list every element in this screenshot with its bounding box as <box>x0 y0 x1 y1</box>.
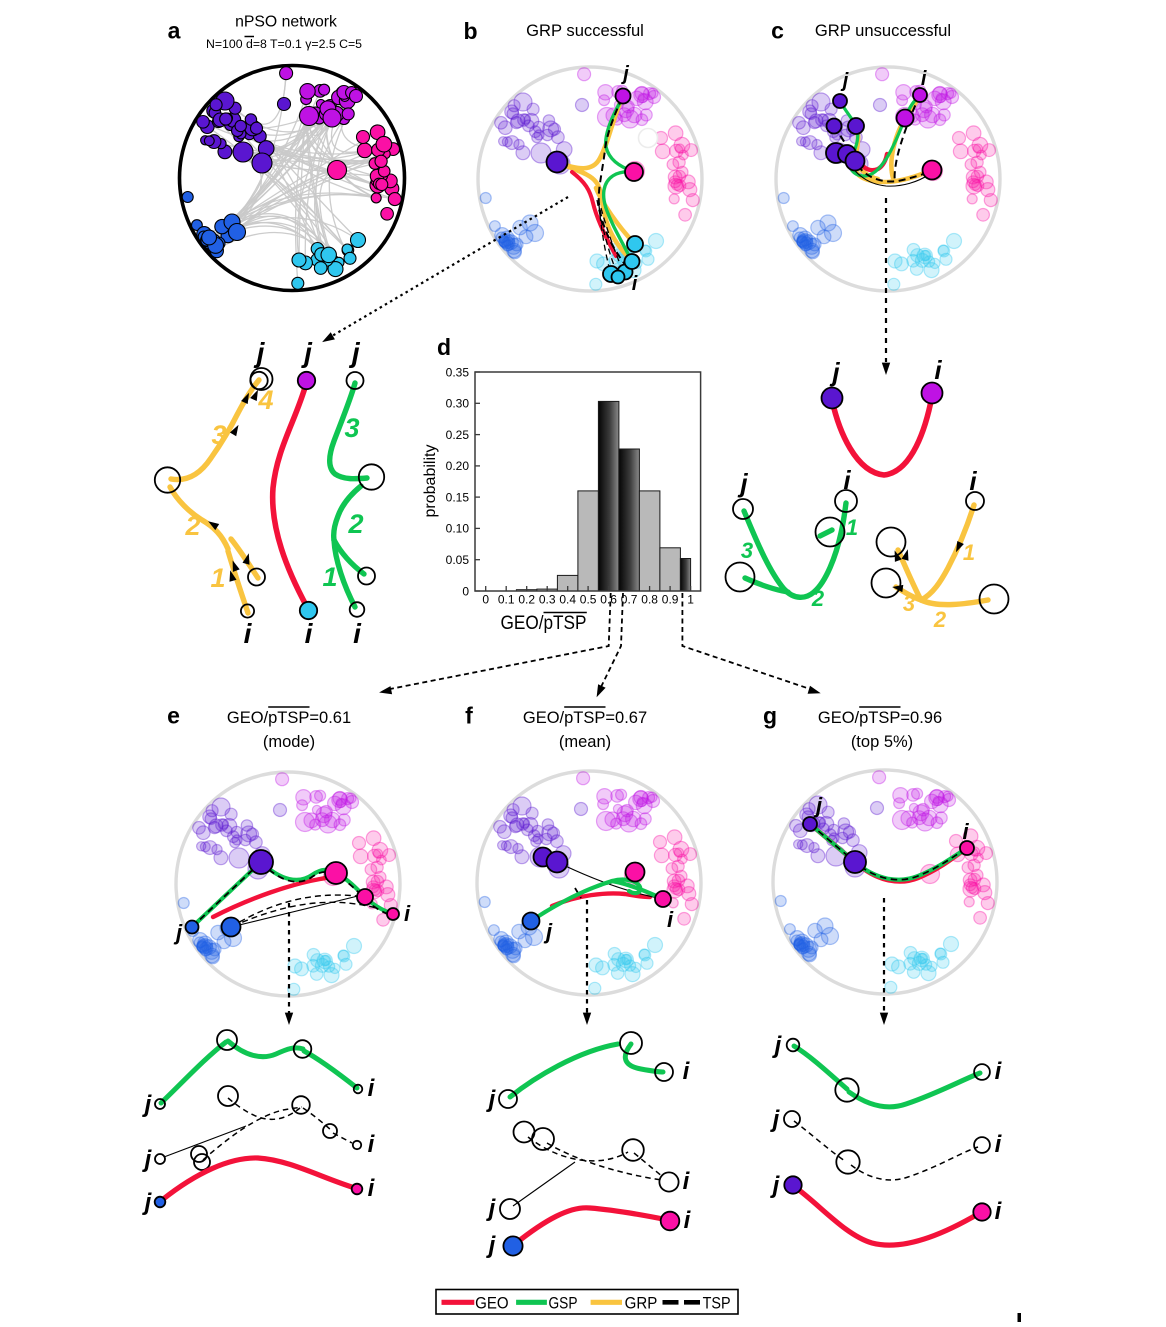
svg-text:i: i <box>305 618 314 649</box>
svg-text:j: j <box>840 70 849 92</box>
svg-text:j: j <box>142 1189 153 1216</box>
svg-text:i: i <box>244 618 253 649</box>
svg-text:0.6: 0.6 <box>600 593 617 607</box>
svg-text:j: j <box>770 1106 781 1133</box>
svg-text:1: 1 <box>322 562 337 592</box>
svg-text:f: f <box>465 703 473 729</box>
svg-text:1: 1 <box>687 593 694 607</box>
svg-text:i: i <box>995 1198 1003 1225</box>
svg-text:0.4: 0.4 <box>559 593 576 607</box>
svg-text:0: 0 <box>482 593 489 607</box>
svg-text:GEO/pTSP: GEO/pTSP <box>501 613 587 634</box>
svg-text:0.3: 0.3 <box>539 593 556 607</box>
svg-text:j: j <box>486 1232 497 1259</box>
svg-text:GEO/pTSP=0.96: GEO/pTSP=0.96 <box>818 709 942 727</box>
svg-text:3: 3 <box>344 413 359 443</box>
svg-text:i: i <box>921 68 927 90</box>
svg-text:GSP: GSP <box>549 1294 578 1312</box>
svg-text:j: j <box>253 337 266 368</box>
svg-text:j: j <box>486 1086 497 1113</box>
svg-text:2: 2 <box>184 511 200 541</box>
svg-text:i: i <box>368 1075 376 1102</box>
svg-text:j: j <box>142 1146 153 1173</box>
svg-text:a: a <box>168 18 181 44</box>
svg-text:0.20: 0.20 <box>446 459 470 473</box>
svg-text:i: i <box>969 466 977 496</box>
svg-text:GRP successful: GRP successful <box>526 21 644 40</box>
svg-text:TSP: TSP <box>703 1294 731 1312</box>
svg-text:b: b <box>463 18 477 44</box>
svg-text:GEO/pTSP=0.61: GEO/pTSP=0.61 <box>227 709 351 727</box>
svg-text:GEO: GEO <box>475 1294 509 1312</box>
svg-text:N=100 d=8 T=0.1 γ=2.5 C=5: N=100 d=8 T=0.1 γ=2.5 C=5 <box>206 37 362 51</box>
svg-text:0.8: 0.8 <box>641 593 658 607</box>
svg-text:(top 5%): (top 5%) <box>851 733 913 751</box>
svg-text:2: 2 <box>933 607 947 632</box>
svg-text:j: j <box>772 1032 783 1059</box>
svg-text:e: e <box>167 703 180 729</box>
svg-text:j: j <box>770 1172 781 1199</box>
svg-text:0.25: 0.25 <box>446 428 470 442</box>
svg-text:i: i <box>368 1131 376 1158</box>
svg-text:4: 4 <box>257 385 273 415</box>
svg-text:GRP: GRP <box>625 1294 658 1312</box>
svg-text:3: 3 <box>741 538 753 563</box>
svg-text:i: i <box>368 1175 376 1202</box>
svg-text:GEO/pTSP=0.67: GEO/pTSP=0.67 <box>523 709 647 727</box>
svg-text:0.10: 0.10 <box>446 522 470 536</box>
svg-text:j: j <box>737 468 748 498</box>
svg-text:i: i <box>934 355 942 385</box>
svg-text:j: j <box>300 337 313 368</box>
svg-text:i: i <box>684 1207 692 1234</box>
svg-text:j: j <box>829 357 840 387</box>
svg-text:j: j <box>813 793 823 818</box>
svg-text:0: 0 <box>462 584 469 598</box>
svg-text:(mode): (mode) <box>263 733 315 751</box>
svg-text:2: 2 <box>347 509 363 539</box>
svg-text:i: i <box>404 901 411 926</box>
svg-text:g: g <box>763 703 777 729</box>
svg-text:i: i <box>995 1058 1003 1085</box>
svg-text:j: j <box>173 920 183 945</box>
svg-text:0.15: 0.15 <box>446 490 470 504</box>
svg-text:2: 2 <box>811 586 825 611</box>
svg-text:1: 1 <box>210 563 225 593</box>
svg-text:i: i <box>353 618 362 649</box>
svg-text:j: j <box>142 1091 153 1118</box>
svg-text:0.5: 0.5 <box>580 593 597 607</box>
svg-text:j: j <box>543 919 553 944</box>
svg-text:i: i <box>843 465 851 495</box>
svg-text:probability: probability <box>422 445 439 518</box>
svg-text:i: i <box>683 1058 691 1085</box>
svg-text:d: d <box>437 334 451 360</box>
svg-text:0.30: 0.30 <box>446 397 470 411</box>
svg-text:c: c <box>771 18 784 44</box>
svg-text:0.9: 0.9 <box>662 593 679 607</box>
svg-text:(mean): (mean) <box>559 733 611 751</box>
svg-text:j: j <box>348 337 361 368</box>
svg-text:3: 3 <box>211 420 226 450</box>
svg-text:j: j <box>486 1195 497 1222</box>
svg-text:i: i <box>667 907 674 932</box>
svg-text:i: i <box>962 819 969 844</box>
svg-text:GRP unsuccessful: GRP unsuccessful <box>815 21 951 40</box>
svg-text:0.1: 0.1 <box>498 593 515 607</box>
svg-text:1: 1 <box>846 515 858 540</box>
svg-text:0.05: 0.05 <box>446 553 470 567</box>
svg-text:nPSO network: nPSO network <box>235 14 337 31</box>
svg-text:0.2: 0.2 <box>518 593 535 607</box>
svg-text:j: j <box>620 63 629 85</box>
svg-text:1: 1 <box>963 540 975 565</box>
svg-text:0.7: 0.7 <box>621 593 638 607</box>
svg-text:i: i <box>632 273 638 295</box>
svg-text:i: i <box>995 1131 1003 1158</box>
svg-text:i: i <box>683 1168 691 1195</box>
svg-text:3: 3 <box>903 591 915 616</box>
svg-text:0.35: 0.35 <box>446 365 470 379</box>
